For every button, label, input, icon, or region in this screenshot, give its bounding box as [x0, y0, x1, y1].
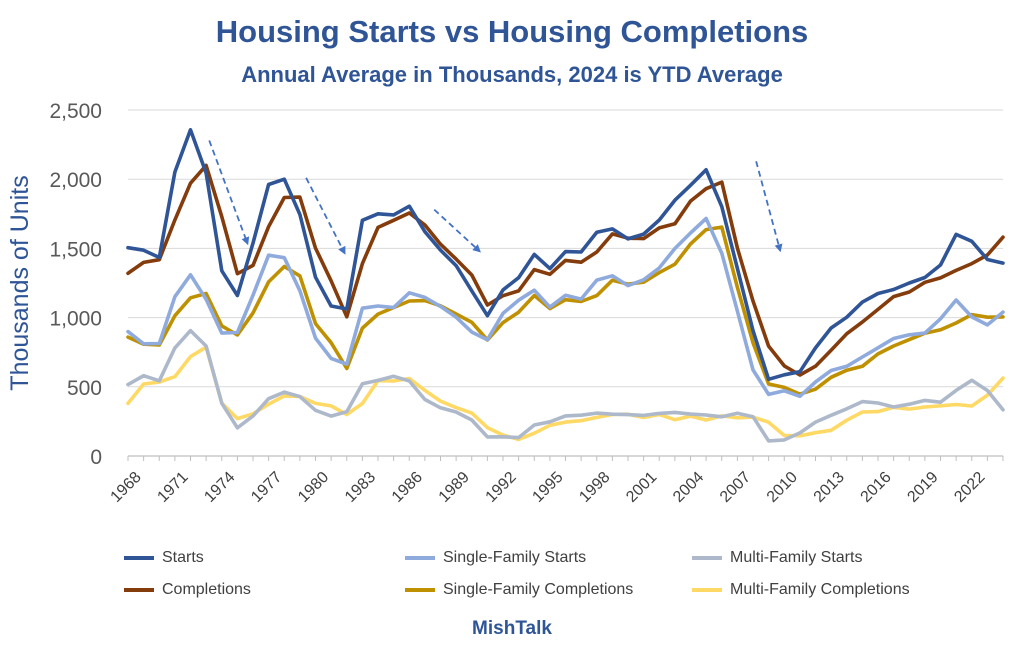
x-tick-label: 2022 [951, 469, 988, 506]
x-tick-label: 1998 [576, 469, 613, 506]
x-tick-label: 2007 [717, 469, 754, 506]
legend-swatch-starts [124, 556, 154, 560]
legend-item-multi-family-completions: Multi-Family Completions [692, 580, 910, 600]
legend: Starts Completions Single-Family Starts … [0, 548, 1024, 608]
series-line-multi-family-starts [126, 328, 1005, 443]
x-tick-label: 1968 [108, 469, 145, 506]
x-tick-label: 1983 [342, 469, 379, 506]
series-line-completions [126, 163, 1005, 377]
x-tick-label: 2013 [811, 469, 848, 506]
y-axis-label: Thousands of Units [6, 175, 34, 390]
legend-item-multi-family-starts: Multi-Family Starts [692, 548, 862, 568]
series-line-multi-family-completions [126, 345, 1005, 442]
y-tick-label: 0 [90, 446, 102, 469]
x-tick-label: 2004 [670, 469, 707, 506]
x-tick-label: 1992 [483, 469, 520, 506]
legend-swatch-single-family-completions [405, 588, 435, 592]
x-tick-label: 2016 [858, 469, 895, 506]
y-tick-label: 2,000 [49, 169, 102, 192]
x-tick-label: 2010 [764, 469, 801, 506]
legend-swatch-completions [124, 588, 154, 592]
legend-swatch-multi-family-starts [692, 556, 722, 560]
trend-arrow [305, 177, 346, 255]
x-tick-label: 1974 [201, 469, 238, 506]
legend-label-multi-family-completions: Multi-Family Completions [730, 581, 910, 598]
x-tick-label: 1977 [248, 469, 285, 506]
trend-arrow [755, 160, 783, 253]
legend-label-starts: Starts [162, 549, 204, 566]
chart-title: Housing Starts vs Housing Completions [215, 14, 809, 49]
legend-label-multi-family-starts: Multi-Family Starts [730, 549, 863, 566]
chart-subtitle: Annual Average in Thousands, 2024 is YTD… [241, 62, 783, 87]
legend-label-completions: Completions [162, 581, 251, 598]
legend-label-single-family-starts: Single-Family Starts [443, 549, 587, 566]
y-tick-label: 1,000 [49, 308, 102, 331]
series-line-single-family-starts [126, 216, 1005, 399]
series-line-starts [126, 128, 1005, 382]
legend-swatch-multi-family-completions [692, 588, 722, 592]
x-tick-label: 2019 [904, 469, 941, 506]
legend-item-single-family-completions: Single-Family Completions [405, 580, 633, 600]
x-tick-label: 1986 [389, 469, 426, 506]
source-label: MishTalk [472, 618, 552, 639]
y-tick-label: 500 [67, 377, 102, 400]
y-tick-label: 2,500 [49, 100, 102, 123]
legend-item-completions: Completions [124, 580, 251, 600]
legend-swatch-single-family-starts [405, 556, 435, 560]
x-tick-label: 1971 [154, 469, 191, 506]
legend-label-single-family-completions: Single-Family Completions [443, 581, 634, 598]
x-tick-label: 1980 [295, 469, 332, 506]
series-line-single-family-completions [126, 225, 1005, 396]
y-tick-label: 1,500 [49, 238, 102, 261]
trend-arrow [208, 140, 250, 246]
legend-item-starts: Starts [124, 548, 204, 568]
x-tick-label: 1995 [529, 469, 566, 506]
x-tick-label: 1989 [436, 469, 473, 506]
legend-item-single-family-starts: Single-Family Starts [405, 548, 586, 568]
x-tick-label: 2001 [623, 469, 660, 506]
